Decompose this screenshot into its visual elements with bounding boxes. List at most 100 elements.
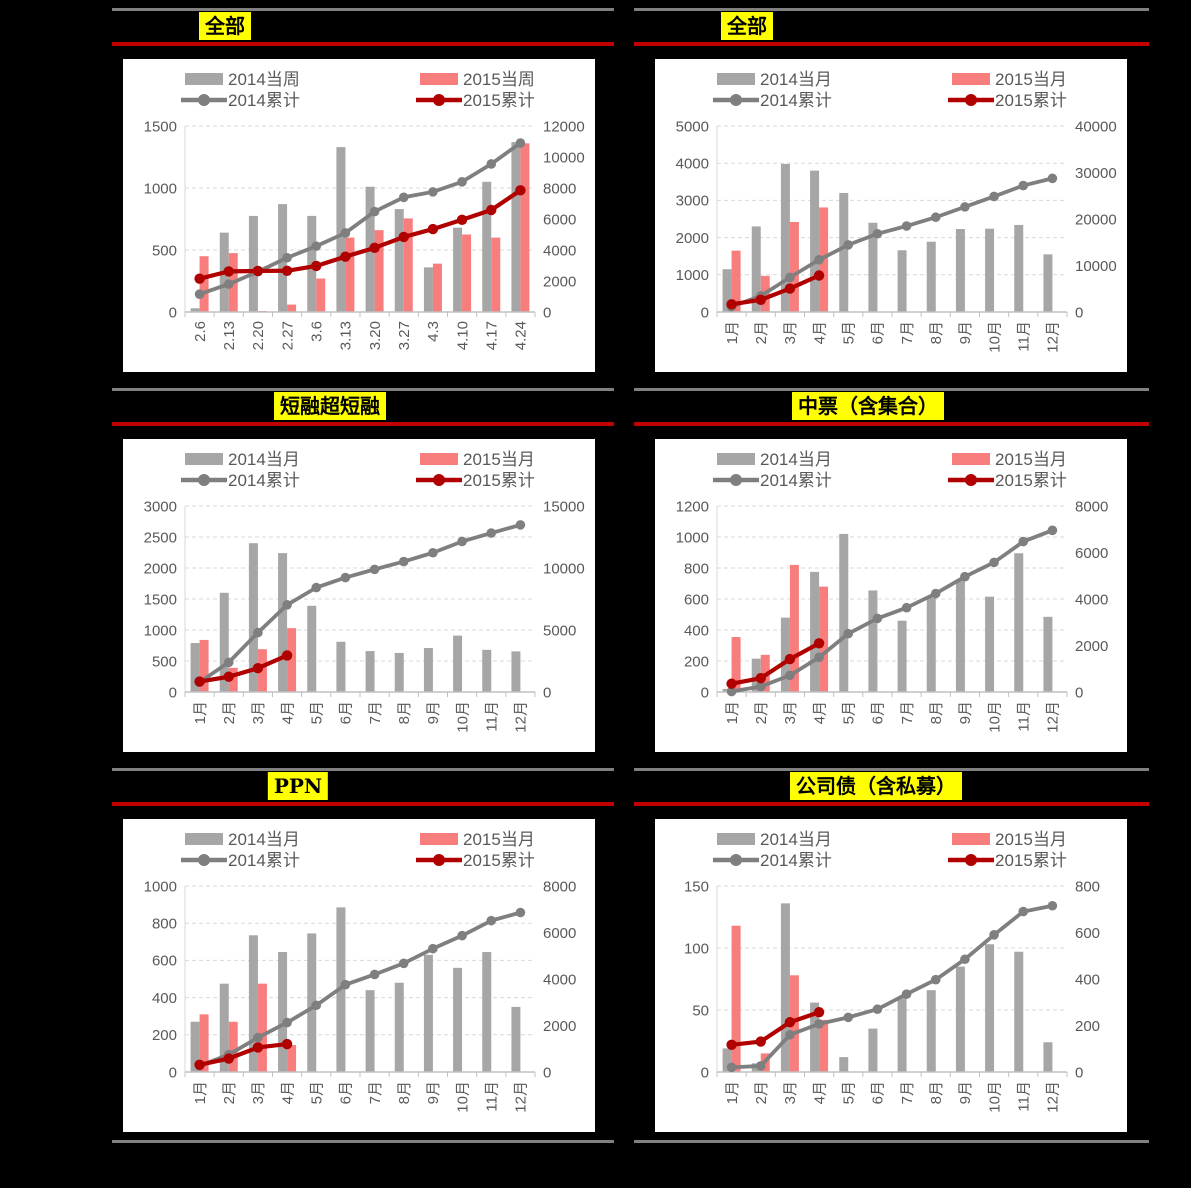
svg-text:12月: 12月 xyxy=(1045,321,1062,353)
svg-text:5000: 5000 xyxy=(543,622,576,639)
svg-text:40000: 40000 xyxy=(1075,118,1117,135)
chart-section-all-monthly: 全部 0 1000 2000 3000 4000 5000 0 10000 20000 30000… xyxy=(634,8,1149,372)
svg-text:0: 0 xyxy=(169,304,177,321)
section-top-divider xyxy=(634,8,1149,11)
svg-text:2015累计: 2015累计 xyxy=(463,91,535,110)
chart-title: 全部 xyxy=(721,12,773,40)
svg-text:2015累计: 2015累计 xyxy=(995,851,1067,870)
svg-text:0: 0 xyxy=(701,684,709,701)
svg-text:7月: 7月 xyxy=(367,1081,384,1104)
chart-section-all-weekly: 全部 0 500 1000 1500 0 2000 4000 6000 8000 10000 120… xyxy=(112,8,614,372)
svg-text:600: 600 xyxy=(684,591,709,608)
chart-section-short-financing: 短融超短融 0 500 1000 1500 2000 2500 3000 0 5000 10000… xyxy=(112,388,614,752)
svg-text:10000: 10000 xyxy=(543,149,585,166)
svg-text:8月: 8月 xyxy=(396,701,413,724)
chart-title: 全部 xyxy=(199,12,251,40)
svg-text:3.13: 3.13 xyxy=(338,321,355,350)
svg-text:0: 0 xyxy=(1075,1064,1083,1081)
svg-text:6月: 6月 xyxy=(338,701,355,724)
combo-chart-svg: 0 1000 2000 3000 4000 5000 0 10000 20000 30000 400… xyxy=(676,70,1117,353)
svg-text:2015累计: 2015累计 xyxy=(463,471,535,490)
combo-chart-svg: 0 500 1000 1500 0 2000 4000 6000 8000 10000 12000 2… xyxy=(144,70,585,350)
svg-text:7月: 7月 xyxy=(367,701,384,724)
svg-text:5月: 5月 xyxy=(841,321,858,344)
svg-text:4.24: 4.24 xyxy=(513,321,530,350)
svg-text:2015累计: 2015累计 xyxy=(463,851,535,870)
svg-text:0: 0 xyxy=(1075,304,1083,321)
svg-text:100: 100 xyxy=(684,940,709,957)
chart-title: 短融超短融 xyxy=(274,392,386,420)
svg-text:2014累计: 2014累计 xyxy=(760,851,832,870)
svg-text:0: 0 xyxy=(169,684,177,701)
svg-text:2015当周: 2015当周 xyxy=(463,70,535,89)
svg-text:200: 200 xyxy=(1075,1018,1100,1035)
combo-chart-svg: 0 50 100 150 0 200 400 600 800 1月 2月 3月 4月 5月 6月 7月 8月 9月… xyxy=(684,830,1100,1113)
svg-text:10月: 10月 xyxy=(454,1081,471,1113)
svg-text:1月: 1月 xyxy=(724,1081,741,1104)
svg-text:0: 0 xyxy=(543,684,551,701)
svg-text:12000: 12000 xyxy=(543,118,585,135)
chart-section-corporate-bond: 公司债（含私募） 0 50 100 150 0 200 400 600 800 1月 2月 3月 4月 5… xyxy=(634,768,1149,1132)
svg-text:9月: 9月 xyxy=(957,1081,974,1104)
svg-text:2月: 2月 xyxy=(753,1081,770,1104)
svg-text:4月: 4月 xyxy=(279,1081,296,1104)
chart-panel: 0 500 1000 1500 2000 2500 3000 0 5000 10000 15000 1… xyxy=(123,439,595,752)
svg-text:4.3: 4.3 xyxy=(425,321,442,342)
svg-text:4000: 4000 xyxy=(676,155,709,172)
svg-text:2.6: 2.6 xyxy=(192,321,209,342)
svg-text:2月: 2月 xyxy=(753,321,770,344)
chart-panel: 0 200 400 600 800 1000 0 2000 4000 6000 8000 1月 2月 3月… xyxy=(123,819,595,1132)
svg-text:2015当月: 2015当月 xyxy=(463,830,535,849)
svg-text:150: 150 xyxy=(684,878,709,895)
svg-text:12月: 12月 xyxy=(513,1081,530,1113)
title-underline xyxy=(634,422,1149,426)
svg-text:1500: 1500 xyxy=(144,591,177,608)
svg-text:2月: 2月 xyxy=(753,701,770,724)
chart-title: 公司债（含私募） xyxy=(790,772,962,800)
svg-text:9月: 9月 xyxy=(425,701,442,724)
svg-text:0: 0 xyxy=(169,1064,177,1081)
svg-text:4000: 4000 xyxy=(543,971,576,988)
chart-panel: 0 200 400 600 800 1000 1200 0 2000 4000 6000 8000 1月… xyxy=(655,439,1127,752)
svg-text:200: 200 xyxy=(684,653,709,670)
svg-text:11月: 11月 xyxy=(1016,1081,1033,1112)
svg-text:1000: 1000 xyxy=(144,878,177,895)
chart-section-mtn: 中票（含集合） 0 200 400 600 800 1000 1200 0 2000 4000 60… xyxy=(634,388,1149,752)
svg-text:2015当月: 2015当月 xyxy=(995,830,1067,849)
svg-text:3.20: 3.20 xyxy=(367,321,384,350)
svg-text:4月: 4月 xyxy=(811,321,828,344)
svg-text:400: 400 xyxy=(1075,971,1100,988)
section-top-divider xyxy=(112,768,614,771)
svg-text:2015当月: 2015当月 xyxy=(995,450,1067,469)
svg-text:11月: 11月 xyxy=(1016,321,1033,352)
svg-text:1月: 1月 xyxy=(192,701,209,724)
title-row: 中票（含集合） xyxy=(634,391,1149,422)
section-top-divider xyxy=(112,388,614,391)
svg-text:2000: 2000 xyxy=(144,560,177,577)
svg-text:11月: 11月 xyxy=(484,1081,501,1112)
svg-text:1000: 1000 xyxy=(676,529,709,546)
column-bottom-divider xyxy=(634,1140,1149,1143)
svg-text:3000: 3000 xyxy=(144,498,177,515)
svg-text:5000: 5000 xyxy=(676,118,709,135)
svg-text:8月: 8月 xyxy=(928,1081,945,1104)
svg-text:10000: 10000 xyxy=(1075,258,1117,275)
title-underline xyxy=(112,422,614,426)
svg-text:2014累计: 2014累计 xyxy=(760,91,832,110)
svg-text:11月: 11月 xyxy=(1016,701,1033,732)
svg-text:2000: 2000 xyxy=(543,1018,576,1035)
svg-text:8月: 8月 xyxy=(928,701,945,724)
svg-text:4000: 4000 xyxy=(1075,591,1108,608)
svg-text:2014当月: 2014当月 xyxy=(760,830,832,849)
svg-text:10000: 10000 xyxy=(543,560,585,577)
svg-text:2014累计: 2014累计 xyxy=(228,471,300,490)
svg-text:7月: 7月 xyxy=(899,701,916,724)
svg-text:600: 600 xyxy=(1075,925,1100,942)
svg-text:2014累计: 2014累计 xyxy=(228,91,300,110)
svg-text:2000: 2000 xyxy=(676,230,709,247)
svg-text:3月: 3月 xyxy=(782,1081,799,1104)
svg-text:8000: 8000 xyxy=(543,180,576,197)
svg-text:1500: 1500 xyxy=(144,118,177,135)
svg-text:10月: 10月 xyxy=(454,701,471,733)
svg-text:2.20: 2.20 xyxy=(250,321,267,350)
